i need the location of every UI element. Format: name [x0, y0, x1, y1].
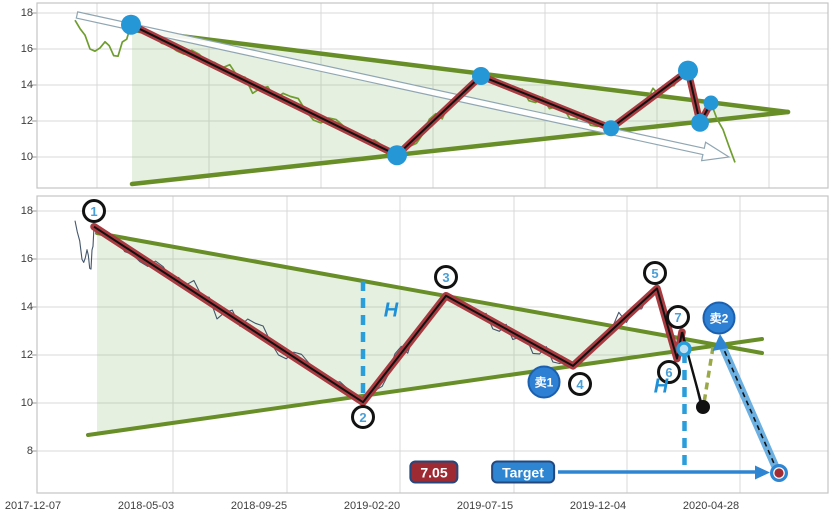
x-axis-label: 2018-09-25 [230, 500, 288, 512]
pivot-dot-3[interactable] [472, 67, 490, 85]
target-box[interactable]: Target [491, 460, 555, 484]
y-axis-label: 14 [20, 79, 33, 91]
y-axis-label: 12 [20, 349, 33, 361]
target-point-marker[interactable] [770, 464, 788, 482]
y-axis-label: 16 [20, 253, 33, 265]
bottom-lower-trendline [86, 337, 764, 437]
x-axis-label: 2018-05-03 [117, 500, 175, 512]
projection-band-center [720, 342, 777, 469]
bottom-upper-trendline [95, 231, 764, 355]
bottom-panel-border [36, 195, 829, 494]
trend-arrow [75, 11, 731, 162]
pivot-dot-1[interactable] [121, 14, 141, 35]
bottom-panel-grid [32, 196, 828, 493]
y-axis-label: 14 [20, 301, 33, 313]
pivot-number-circle-3[interactable]: 3 [434, 265, 458, 289]
pivot-dot-2[interactable] [387, 145, 407, 166]
top-lower-trendline [129, 109, 791, 187]
y-axis-label: 18 [20, 205, 33, 217]
pivot-number-circle-4[interactable]: 4 [568, 372, 592, 396]
top-upper-trendline [129, 27, 791, 115]
sell2-marker[interactable]: 卖2 [702, 301, 736, 335]
projection-up-arrowhead [712, 334, 729, 351]
bottom-zigzag-core [93, 225, 683, 404]
top-triangle-fill [132, 30, 788, 184]
height-label-2[interactable]: H [653, 375, 669, 398]
x-axis-label: 2019-07-15 [456, 500, 514, 512]
y-axis-label: 16 [20, 43, 33, 55]
height-label-1[interactable]: H [383, 299, 399, 322]
x-axis-label: 2019-02-20 [343, 500, 401, 512]
top-panel-border [36, 2, 829, 189]
break-guide-dashed [702, 346, 715, 404]
y-axis-label: 12 [20, 115, 33, 127]
current-price-dot[interactable] [696, 400, 710, 414]
pivot-dot-7[interactable] [703, 95, 719, 111]
pivot-dot-6[interactable] [691, 113, 709, 132]
x-axis-label: 2020-04-28 [682, 500, 740, 512]
price-box[interactable]: 7.05 [409, 460, 459, 484]
breakout-ring-marker[interactable] [676, 341, 692, 357]
y-axis-label: 10 [20, 151, 33, 163]
target-arrowhead [755, 465, 770, 480]
pivot-number-circle-1[interactable]: 1 [82, 199, 106, 223]
pivot-number-circle-5[interactable]: 5 [643, 261, 667, 285]
x-axis-label: 2019-12-04 [569, 500, 627, 512]
pivot-dot-5[interactable] [678, 60, 698, 81]
x-axis-label: 2017-12-07 [4, 500, 62, 512]
y-axis-label: 8 [26, 445, 33, 457]
pivot-number-circle-6[interactable]: 6 [657, 360, 681, 384]
bottom-triangle-fill [97, 233, 720, 434]
y-axis-label: 18 [20, 7, 33, 19]
pivot-number-circle-7[interactable]: 7 [666, 305, 690, 329]
sell1-marker[interactable]: 卖1 [527, 365, 561, 399]
pivot-dot-4[interactable] [603, 120, 619, 137]
y-axis-label: 10 [20, 397, 33, 409]
pivot-number-circle-2[interactable]: 2 [351, 405, 375, 429]
